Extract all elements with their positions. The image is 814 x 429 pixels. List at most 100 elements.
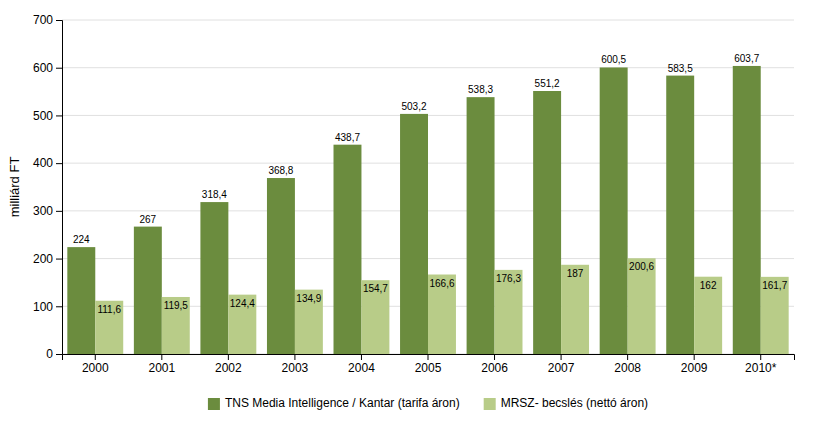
data-label: 267: [139, 214, 156, 225]
x-tick-mark: [760, 354, 761, 360]
y-tick-mark: [56, 354, 62, 355]
x-tick-label: 2005: [415, 361, 442, 375]
x-tick-mark: [228, 354, 229, 360]
y-tick: 0: [46, 347, 62, 361]
bar: [67, 247, 95, 354]
grid-line: [62, 20, 794, 21]
data-label: 503,2: [402, 101, 427, 112]
x-tick: 2007: [548, 354, 575, 375]
y-tick-mark: [56, 306, 62, 307]
x-tick: 2000: [82, 354, 109, 375]
data-label: 166,6: [429, 278, 454, 289]
grid: [62, 20, 794, 354]
y-tick-mark: [56, 115, 62, 116]
x-tick-mark: [95, 354, 96, 360]
x-tick-label: 2007: [548, 361, 575, 375]
x-tick-mark: [361, 354, 362, 360]
x-tick-mark: [627, 354, 628, 360]
data-label: 200,6: [629, 261, 654, 272]
bars: [67, 66, 788, 354]
bar: [666, 76, 694, 354]
data-label: 551,2: [535, 78, 560, 89]
y-tick-mark: [56, 259, 62, 260]
data-label: 187: [567, 268, 584, 279]
x-axis-line: [63, 355, 795, 361]
data-label: 154,7: [363, 283, 388, 294]
bar: [467, 97, 495, 354]
y-tick-label: 700: [33, 13, 53, 27]
data-label: 119,5: [164, 300, 189, 311]
x-tick-label: 2000: [82, 361, 109, 375]
y-tick: 500: [33, 109, 62, 123]
x-axis: 2000200120022003200420052006200720082009…: [63, 354, 795, 375]
bar: [561, 265, 589, 354]
legend: TNS Media Intelligence / Kantar (tarifa …: [208, 396, 648, 410]
x-tick: 2004: [348, 354, 375, 375]
bar: [95, 301, 123, 354]
legend-swatch: [208, 398, 220, 410]
bar: [400, 114, 428, 354]
y-tick-mark: [56, 163, 62, 164]
y-tick: 100: [33, 300, 62, 314]
data-label: 600,5: [601, 54, 626, 65]
legend-label: TNS Media Intelligence / Kantar (tarifa …: [225, 396, 460, 410]
data-label: 161,7: [762, 280, 787, 291]
y-tick-label: 500: [33, 109, 53, 123]
y-tick: 400: [33, 156, 62, 170]
x-tick: 2009: [681, 354, 708, 375]
y-tick-mark: [56, 211, 62, 212]
bar: [628, 258, 656, 354]
data-label: 111,6: [97, 304, 121, 315]
bar: [200, 202, 228, 354]
data-label: 368,8: [268, 165, 293, 176]
y-tick-label: 100: [33, 300, 53, 314]
y-tick-label: 300: [33, 204, 53, 218]
y-tick: 700: [33, 13, 62, 27]
y-tick-label: 400: [33, 156, 53, 170]
x-tick-mark: [561, 354, 562, 360]
chart: 224267318,4368,8438,7503,2538,3551,2600,…: [0, 0, 814, 429]
data-label: 162: [700, 280, 717, 291]
y-tick: 600: [33, 61, 62, 75]
x-tick-label: 2002: [215, 361, 242, 375]
x-tick-label: 2009: [681, 361, 708, 375]
data-label: 438,7: [335, 132, 360, 143]
bar: [361, 280, 389, 354]
data-label: 124,4: [230, 298, 255, 309]
x-tick-mark: [694, 354, 695, 360]
y-axis-label: milliárd FT: [7, 157, 22, 218]
y-tick-mark: [56, 68, 62, 69]
data-label: 583,5: [668, 63, 693, 74]
x-tick-mark: [294, 354, 295, 360]
bar: [761, 277, 789, 354]
bar-series: [95, 258, 788, 354]
bar: [428, 275, 456, 354]
x-tick-mark: [428, 354, 429, 360]
y-tick: 300: [33, 204, 62, 218]
x-tick: 2005: [415, 354, 442, 375]
bar: [267, 178, 295, 354]
data-label: 176,3: [496, 273, 521, 284]
x-tick-label: 2001: [148, 361, 175, 375]
y-tick-mark: [56, 20, 62, 21]
legend-item: TNS Media Intelligence / Kantar (tarifa …: [208, 396, 460, 410]
bar: [694, 277, 722, 354]
x-tick-label: 2010*: [745, 361, 777, 375]
x-tick-label: 2004: [348, 361, 375, 375]
y-tick-label: 0: [46, 347, 53, 361]
bar: [600, 67, 628, 354]
data-label: 224: [73, 234, 90, 245]
bar: [228, 295, 256, 354]
legend-item: MRSZ- becslés (nettó áron): [484, 396, 648, 410]
y-tick-label: 200: [33, 252, 53, 266]
y-axis: 0 100 200 300 400 500 600 700: [33, 13, 63, 361]
legend-label: MRSZ- becslés (nettó áron): [501, 396, 648, 410]
bar-series: [67, 66, 760, 354]
y-tick: 200: [33, 252, 62, 266]
x-tick: 2006: [481, 354, 508, 375]
legend-swatch: [484, 398, 496, 410]
bar: [533, 91, 561, 354]
bar: [134, 227, 162, 354]
plot: 224267318,4368,8438,7503,2538,3551,2600,…: [33, 13, 795, 374]
data-label: 538,3: [468, 84, 493, 95]
